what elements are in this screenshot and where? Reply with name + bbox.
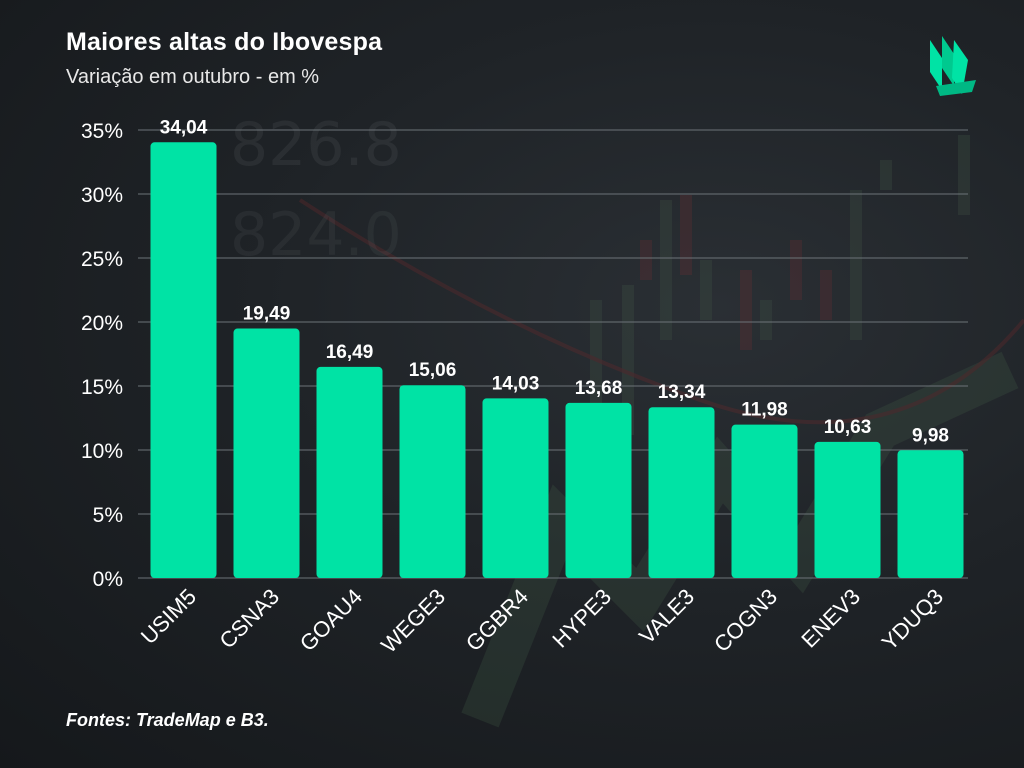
- bar-yduq3: [897, 450, 964, 578]
- data-label: 9,98: [912, 425, 949, 446]
- brand-logo-icon: [930, 36, 976, 96]
- data-label: 13,68: [575, 378, 623, 399]
- bar-enev3: [814, 441, 881, 578]
- y-tick-label: 20%: [81, 312, 123, 335]
- data-label: 34,04: [160, 117, 208, 138]
- x-tick-label: VALE3: [634, 584, 699, 649]
- data-label: 10,63: [824, 417, 872, 438]
- data-label: 13,34: [658, 382, 706, 403]
- bar-cogn3: [731, 424, 798, 578]
- bar-ggbr4: [482, 398, 549, 578]
- y-tick-label: 25%: [81, 248, 123, 271]
- y-tick-label: 0%: [93, 568, 123, 591]
- source-footnote: Fontes: TradeMap e B3.: [66, 710, 269, 730]
- data-label: 19,49: [243, 304, 291, 325]
- bar-usim5: [150, 142, 217, 578]
- y-tick-label: 5%: [93, 504, 123, 527]
- x-tick-label: ENEV3: [796, 584, 865, 653]
- chart-title: Maiores altas do Ibovespa: [66, 28, 383, 56]
- y-tick-label: 35%: [81, 120, 123, 143]
- data-label: 11,98: [741, 400, 788, 421]
- x-tick-label: GGBR4: [461, 584, 533, 656]
- data-label: 16,49: [326, 342, 374, 363]
- data-label: 15,06: [409, 360, 457, 381]
- y-tick-label: 15%: [81, 376, 123, 399]
- x-tick-label: HYPE3: [547, 584, 616, 653]
- x-tick-label: YDUQ3: [877, 584, 948, 655]
- bar-vale3: [648, 407, 715, 578]
- x-tick-label: USIM5: [136, 584, 201, 649]
- x-tick-label: CSNA3: [214, 584, 284, 654]
- bar-csna3: [233, 328, 300, 578]
- bar-wege3: [399, 385, 466, 578]
- x-tick-label: COGN3: [709, 584, 782, 657]
- bar-goau4: [316, 366, 383, 578]
- svg-text:826.8: 826.8: [230, 110, 402, 180]
- chart-subtitle: Variação em outubro - em %: [66, 66, 320, 88]
- y-tick-label: 10%: [81, 440, 123, 463]
- x-tick-label: GOAU4: [295, 584, 367, 656]
- bar-hype3: [565, 402, 632, 578]
- x-tick-label: WEGE3: [376, 584, 450, 658]
- data-label: 14,03: [492, 373, 540, 394]
- y-tick-label: 30%: [81, 184, 123, 207]
